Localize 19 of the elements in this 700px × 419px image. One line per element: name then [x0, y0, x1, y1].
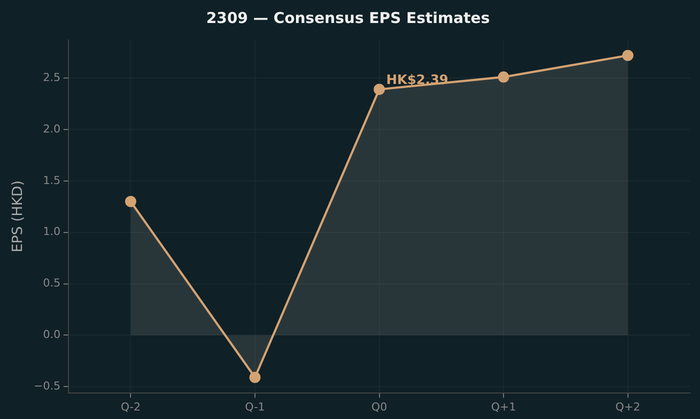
- x-tick-label: Q-2: [120, 400, 141, 414]
- x-tick-label: Q+1: [491, 400, 516, 414]
- x-tick-label: Q0: [371, 400, 388, 414]
- chart-title: 2309 — Consensus EPS Estimates: [206, 8, 490, 27]
- point: [622, 50, 634, 62]
- point: [125, 196, 136, 208]
- y-tick-label: 2.0: [43, 122, 61, 136]
- y-tick-label: 0.0: [43, 328, 61, 342]
- y-tick-label: −0.5: [34, 379, 61, 392]
- y-tick-label: 1.5: [43, 174, 61, 187]
- point: [374, 84, 385, 95]
- y-tick-label: 2.5: [43, 70, 61, 84]
- x-tick-label: Q-1: [244, 400, 265, 414]
- y-axis-title: EPS (HKD): [10, 180, 26, 252]
- x-tick-label: Q+2: [615, 400, 640, 414]
- point: [498, 71, 510, 83]
- y-tick-label: 1.0: [43, 225, 61, 238]
- point: [249, 372, 261, 383]
- y-tick-label: 0.5: [43, 276, 61, 290]
